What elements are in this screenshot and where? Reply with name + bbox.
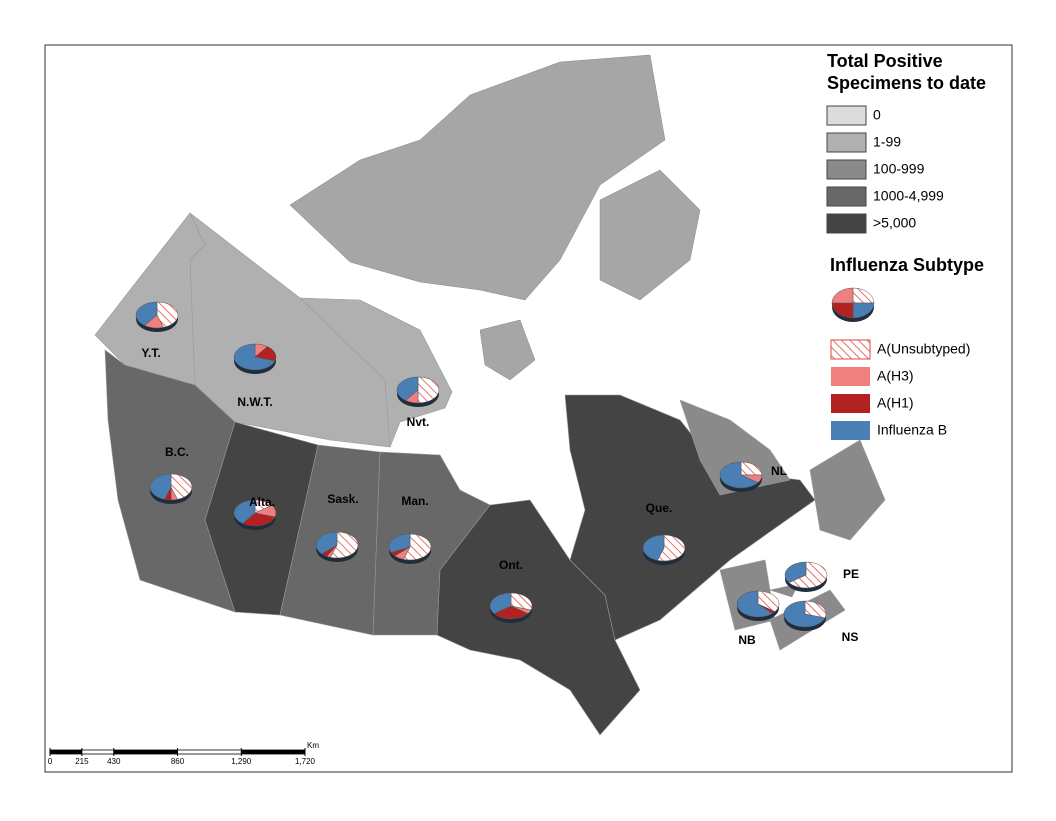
subtype-swatch bbox=[831, 421, 870, 440]
legend-swatch bbox=[826, 213, 867, 234]
scale-unit: Km bbox=[307, 741, 319, 750]
legend-label: 1000-4,999 bbox=[873, 188, 944, 204]
province-label: Man. bbox=[401, 494, 428, 508]
legend-label: 100-999 bbox=[873, 161, 925, 177]
pie-slice bbox=[657, 534, 686, 562]
pie-slice bbox=[149, 473, 172, 500]
subtype-label: Influenza B bbox=[877, 422, 947, 438]
legend-label: 1-99 bbox=[873, 134, 901, 150]
scale-tick-label: 0 bbox=[48, 757, 53, 766]
pie-slice bbox=[135, 301, 158, 326]
legend-label: >5,000 bbox=[873, 215, 916, 231]
pie-slice bbox=[403, 533, 432, 561]
province bbox=[679, 399, 791, 496]
pie-slice bbox=[757, 590, 780, 612]
arctic-islands bbox=[289, 54, 701, 381]
scale-tick-label: 860 bbox=[171, 757, 185, 766]
province-label: NB bbox=[738, 633, 756, 647]
province bbox=[299, 297, 453, 448]
pie-slice bbox=[804, 600, 827, 619]
pie-slice bbox=[170, 473, 193, 500]
legend-pie bbox=[831, 287, 875, 322]
pie-slice bbox=[736, 590, 773, 618]
province-label: N.W.T. bbox=[237, 395, 272, 409]
province-label: Y.T. bbox=[141, 346, 160, 360]
province-label: Ont. bbox=[499, 558, 523, 572]
pie-slice bbox=[242, 512, 276, 527]
pie-slice bbox=[642, 534, 665, 561]
province-label: Alta. bbox=[249, 495, 275, 509]
legend-swatch bbox=[826, 132, 867, 153]
pie-slice bbox=[396, 376, 419, 401]
province bbox=[564, 394, 816, 641]
pie-slice bbox=[417, 376, 440, 404]
pie-slice bbox=[233, 499, 256, 524]
legend-pie-slice bbox=[852, 287, 875, 304]
scale-segment bbox=[50, 750, 82, 754]
subtype-label: A(H3) bbox=[877, 368, 914, 384]
legend-swatch bbox=[826, 105, 867, 126]
legend-pie-slice bbox=[831, 302, 854, 319]
legend-pie-slice bbox=[852, 302, 875, 319]
pie-slice bbox=[315, 531, 338, 555]
pie-slice bbox=[740, 461, 763, 476]
pie-slice bbox=[719, 461, 759, 489]
subtype-swatch bbox=[831, 367, 870, 386]
pie-slice bbox=[783, 600, 826, 628]
subtype-swatch bbox=[830, 339, 871, 360]
pie-slice bbox=[233, 343, 276, 371]
legend-title: Specimens to date bbox=[827, 73, 986, 93]
province-label: Nvt. bbox=[407, 415, 430, 429]
legend-swatch bbox=[826, 159, 867, 180]
legend-label: 0 bbox=[873, 107, 881, 123]
legend-title: Total Positive bbox=[827, 51, 943, 71]
pie-slice bbox=[330, 531, 359, 559]
pie-slice bbox=[388, 533, 411, 553]
legend-swatch bbox=[826, 186, 867, 207]
scale-tick-label: 215 bbox=[75, 757, 89, 766]
legend-pie-slice bbox=[831, 287, 854, 304]
scale-tick-label: 430 bbox=[107, 757, 121, 766]
scale-tick-label: 1,290 bbox=[231, 757, 252, 766]
subtype-title: Influenza Subtype bbox=[830, 255, 984, 275]
province-label: Sask. bbox=[327, 492, 358, 506]
province-label: Que. bbox=[646, 501, 673, 515]
pie-slice bbox=[784, 561, 807, 583]
scale-tick-label: 1,720 bbox=[295, 757, 316, 766]
pie-slice bbox=[493, 605, 529, 620]
pie-slice bbox=[788, 561, 828, 589]
province-label: B.C. bbox=[165, 445, 189, 459]
scale-segment bbox=[241, 750, 305, 754]
subtype-label: A(H1) bbox=[877, 395, 914, 411]
province-label: NS bbox=[842, 630, 859, 644]
pie-slice bbox=[156, 301, 179, 328]
pie-slice bbox=[489, 592, 512, 614]
province bbox=[809, 439, 886, 541]
subtype-swatch bbox=[831, 394, 870, 413]
pie-slice bbox=[510, 592, 533, 611]
province-label: PE bbox=[843, 567, 859, 581]
province-label: NL bbox=[771, 464, 787, 478]
subtype-label: A(Unsubtyped) bbox=[877, 341, 970, 357]
scale-segment bbox=[113, 750, 178, 754]
